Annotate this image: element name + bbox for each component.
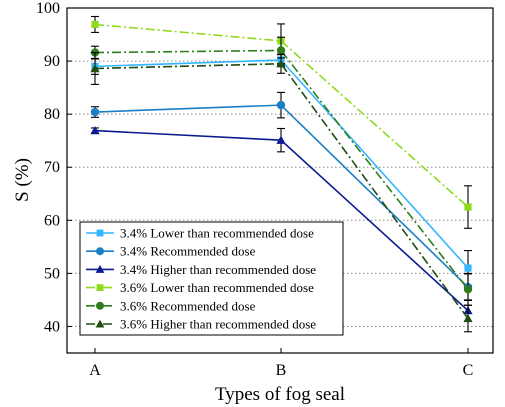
- series-6: [90, 52, 473, 333]
- data-point: [90, 126, 100, 135]
- legend-item: 3.4% Higher than recommended dose: [86, 262, 316, 277]
- data-point: [463, 285, 473, 294]
- ticks-layer: 40 50 60 70 80 90 100 A B C: [36, 0, 473, 379]
- data-point: [90, 107, 100, 117]
- data-point: [91, 20, 99, 29]
- legend-marker: [95, 265, 105, 273]
- legend-label: 3.4% Recommended dose: [120, 244, 256, 259]
- legend-box: [79, 221, 344, 336]
- plot-frame: [66, 7, 494, 354]
- legend-label: 3.6% Recommended dose: [120, 298, 256, 313]
- legend-label: 3.4% Lower than recommended dose: [120, 226, 314, 241]
- series-line: [94, 23, 469, 208]
- legend-marker: [96, 247, 104, 256]
- y-tick-label: 90: [44, 53, 60, 70]
- y-tick-label: 70: [44, 159, 60, 176]
- series-line: [94, 62, 469, 319]
- legend-item: 3.6% Lower than recommended dose: [86, 280, 314, 295]
- data-point: [464, 203, 472, 211]
- data-point: [276, 46, 286, 55]
- y-tick-label: 100: [36, 0, 60, 17]
- y-axis-title: S (%): [12, 158, 33, 202]
- data-point: [276, 135, 286, 144]
- legend: 3.4% Lower than recommended dose 3.4% Rec…: [79, 221, 344, 336]
- data-point: [90, 63, 100, 73]
- legend-marker: [95, 319, 105, 328]
- series-layer: [90, 15, 473, 333]
- x-axis-title: Types of fog seal: [215, 384, 345, 405]
- x-tick-label: C: [463, 362, 474, 379]
- legend-item: 3.6% Recommended dose: [86, 298, 256, 313]
- data-point: [276, 100, 286, 110]
- x-tick-label: A: [89, 362, 101, 379]
- legend-marker: [96, 284, 104, 291]
- legend-item: 3.4% Recommended dose: [86, 244, 256, 259]
- y-tick-label: 80: [44, 106, 60, 123]
- y-tick-label: 50: [44, 265, 60, 282]
- legend-label: 3.6% Higher than recommended dose: [120, 317, 316, 332]
- legend-item: 3.6% Higher than recommended dose: [86, 317, 316, 332]
- data-point: [276, 59, 286, 68]
- x-tick-label: B: [276, 362, 287, 379]
- y-tick-label: 40: [44, 318, 60, 335]
- data-point: [464, 264, 472, 272]
- legend-label: 3.6% Lower than recommended dose: [120, 280, 314, 295]
- y-tick-label: 60: [44, 212, 60, 229]
- data-point: [463, 313, 473, 323]
- legend-label: 3.4% Higher than recommended dose: [120, 262, 316, 277]
- legend-marker: [96, 301, 104, 310]
- legend-marker: [96, 229, 104, 237]
- legend-item: 3.4% Lower than recommended dose: [86, 226, 314, 241]
